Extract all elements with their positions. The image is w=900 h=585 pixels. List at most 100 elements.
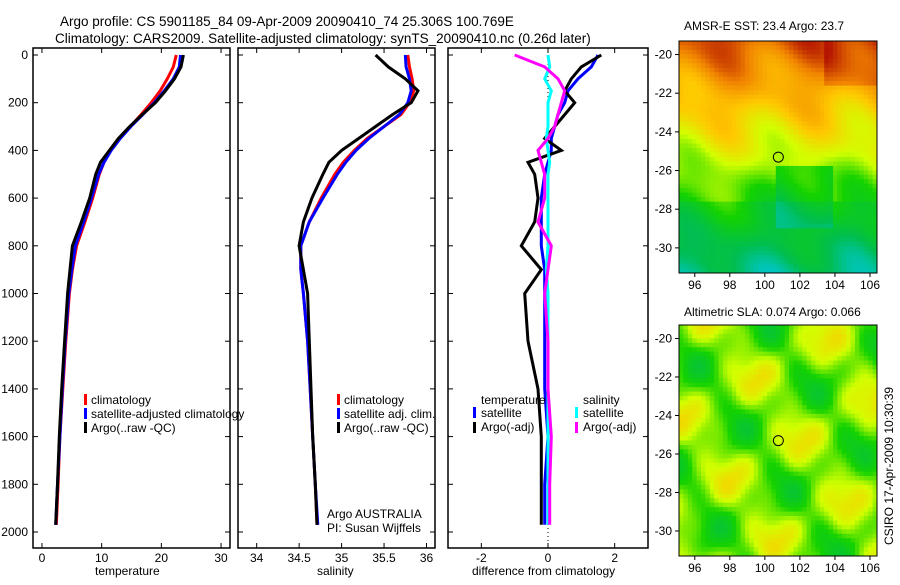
heatmap-cell [806,493,812,499]
heatmap-cell [758,85,763,91]
heatmap-cell [784,121,790,127]
heatmap-cell [775,471,781,477]
heatmap-cell [872,480,878,486]
heatmap-cell [828,507,834,512]
heatmap-cell [797,259,803,265]
heatmap-cell [727,351,733,357]
heatmap-cell [705,179,711,185]
heatmap-cell [736,373,741,379]
heatmap-cell [837,524,843,530]
heatmap-cell [784,467,790,472]
heatmap-cell [837,116,843,122]
heatmap-cell [797,325,803,330]
heatmap-cell [701,143,706,149]
heatmap-cell [846,453,851,459]
heatmap-cell [723,449,728,455]
heatmap-cell [679,440,684,446]
heatmap-cell [740,45,746,51]
heatmap-cell [824,453,829,459]
heatmap-cell [687,255,693,261]
heatmap-cell [789,116,794,122]
heatmap-cell [855,387,860,393]
heatmap-cell [797,351,803,357]
heatmap-cell [797,161,803,167]
heatmap-cell [687,516,693,521]
heatmap-cell [771,387,777,393]
heatmap-cell [740,85,746,91]
heatmap-cell [855,502,860,508]
heatmap-cell [793,264,799,269]
heatmap-cell [692,551,697,557]
heatmap-cell [758,107,763,113]
heatmap-cell [784,333,790,339]
heatmap-cell [828,458,834,464]
heatmap-cell [731,116,737,122]
heatmap-cell [859,197,865,203]
heatmap-cell [771,391,777,397]
heatmap-cell [819,170,825,176]
heatmap-cell [811,360,816,366]
heatmap-cell [872,81,878,87]
y-tick-label: 800 [8,239,28,253]
heatmap-cell [793,551,799,557]
heatmap-cell [841,489,847,495]
heatmap-cell [806,360,812,366]
heatmap-cell [863,387,869,393]
heatmap-cell [687,440,693,446]
heatmap-cell [797,148,803,153]
heatmap-cell [753,338,759,344]
heatmap-cell [841,329,847,335]
heatmap-cell [797,524,803,530]
heatmap-cell [736,241,741,247]
heatmap-cell [736,427,741,433]
heatmap-cell [709,94,715,100]
heatmap-cell [692,201,697,207]
heatmap-cell [727,174,733,180]
heatmap-cell [819,329,825,335]
heatmap-cell [758,378,763,384]
heatmap-cell [775,121,781,127]
series-line-satellite-adjusted-climatology [54,54,182,525]
heatmap-cell [775,259,781,265]
heatmap-cell [758,409,763,415]
heatmap-cell [780,250,785,256]
heatmap-cell [771,255,777,261]
heatmap-cell [696,152,702,158]
heatmap-cell [859,524,865,530]
heatmap-cell [731,467,737,472]
heatmap-cell [762,192,768,198]
heatmap-cell [727,342,733,348]
heatmap-cell [758,192,763,198]
heatmap-cell [824,449,829,455]
heatmap-cell [828,484,834,490]
heatmap-cell [775,90,781,95]
heatmap-cell [775,94,781,100]
heatmap-cell [749,170,755,176]
heatmap-cell [731,157,737,162]
heatmap-cell [872,121,878,127]
heatmap-cell [802,183,807,189]
heatmap-cell [701,502,706,508]
heatmap-cell [780,58,785,64]
heatmap-cell [701,201,706,207]
heatmap-cell [762,356,768,361]
heatmap-cell [749,121,755,127]
heatmap-cell [767,484,772,490]
heatmap-cell [872,210,878,216]
heatmap-cell [762,391,768,397]
heatmap-cell [815,241,821,247]
heatmap-cell [767,547,772,552]
heatmap-cell [740,58,746,64]
heatmap-cell [718,201,724,207]
heatmap-cell [846,76,851,82]
heatmap-cell [727,391,733,397]
heatmap-cell [701,449,706,455]
heatmap-cell [753,333,759,339]
heatmap-cell [802,520,807,526]
heatmap-cell [727,547,733,552]
heatmap-cell [775,165,781,171]
heatmap-cell [819,228,825,234]
heatmap-cell [793,148,799,153]
heatmap-cell [775,462,781,468]
heatmap-cell [683,369,689,375]
